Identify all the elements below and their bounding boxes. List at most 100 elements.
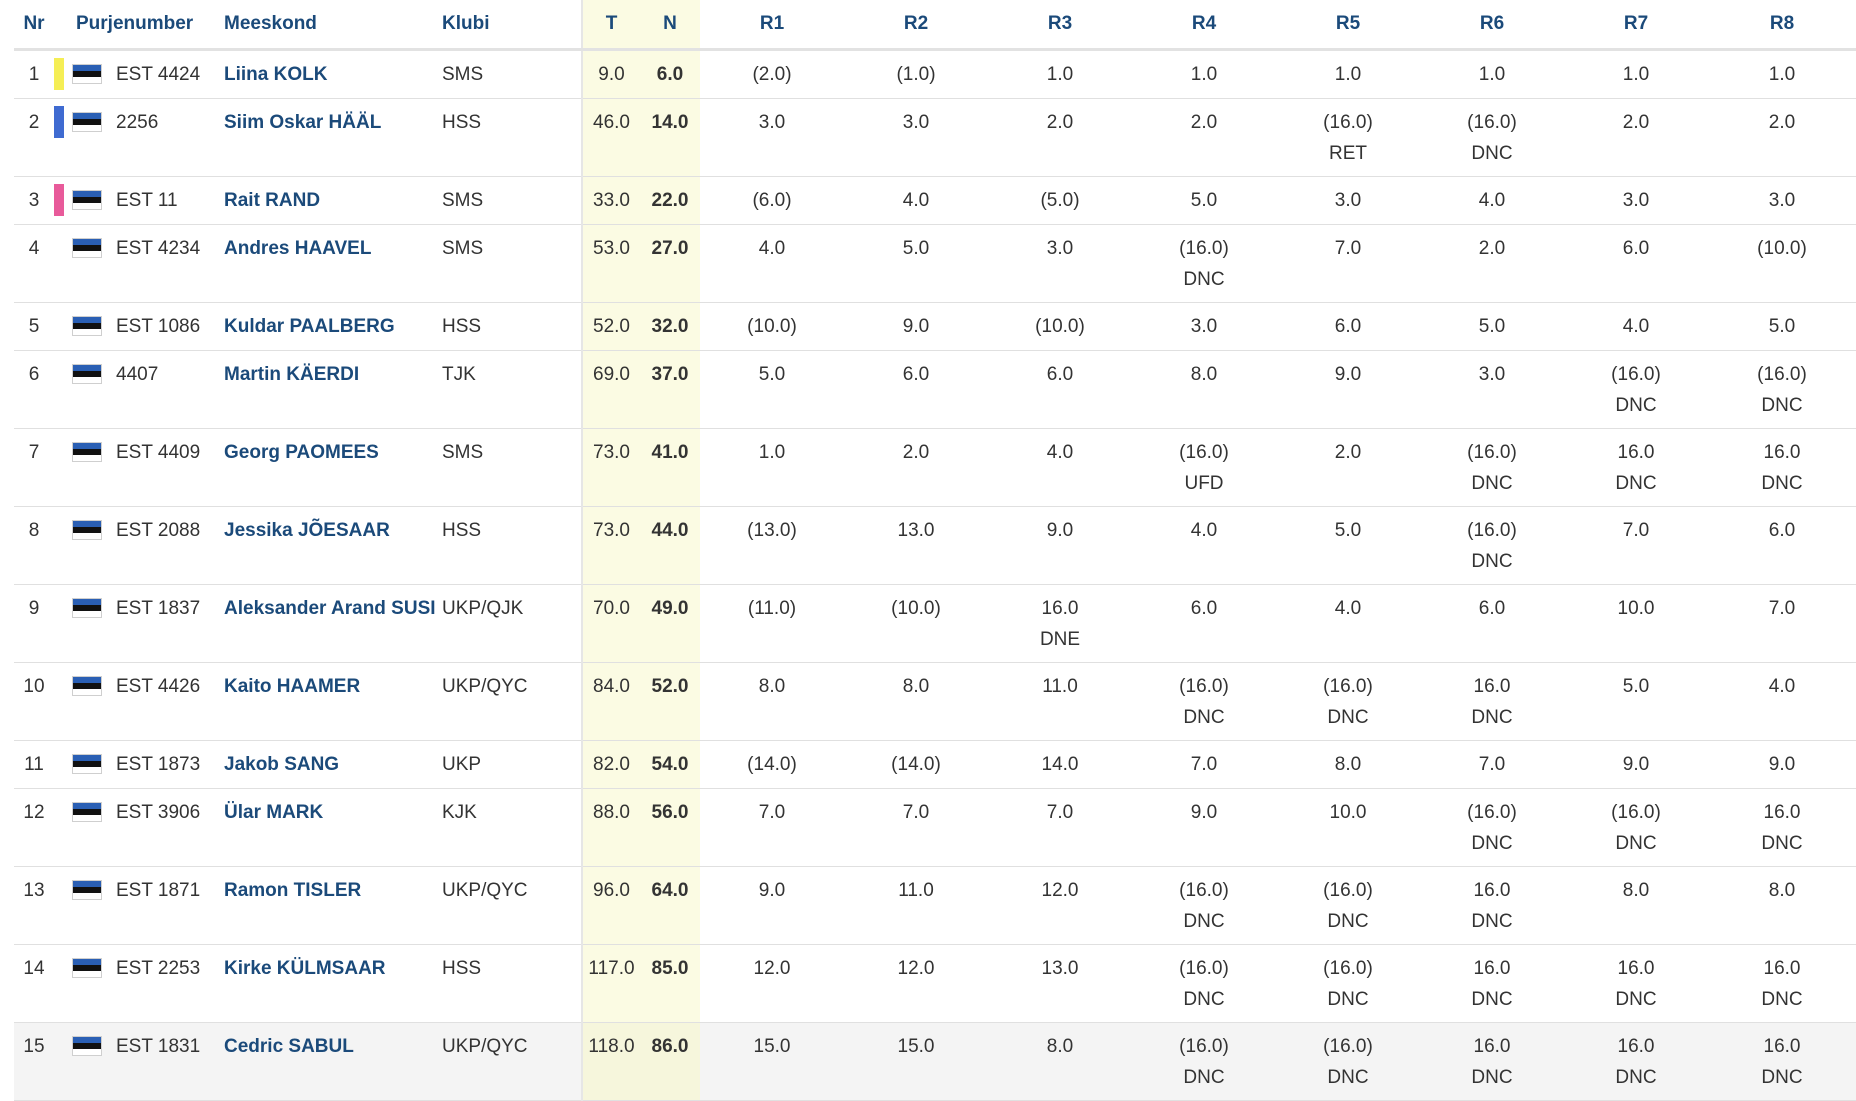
race-score: (16.0) bbox=[1179, 238, 1229, 259]
race-score: 7.0 bbox=[1478, 754, 1506, 775]
team-name-link[interactable]: Jessika JÕESAAR bbox=[224, 520, 390, 541]
team-name-link[interactable]: Siim Oskar HÄÄL bbox=[224, 112, 382, 133]
header-r6[interactable]: R6 bbox=[1420, 0, 1564, 51]
team-name-link[interactable]: Ramon TISLER bbox=[224, 880, 362, 901]
race-1-cell: 5.0 bbox=[700, 350, 844, 429]
race-score: 5.0 bbox=[1190, 190, 1218, 211]
table-row[interactable]: 4 EST 4234 Andres HAAVEL SMS 53.0 27.0 4.0 5.0 3… bbox=[14, 224, 1856, 303]
race-8-cell: 1.0 bbox=[1708, 49, 1856, 99]
team-cell: Kaito HAAMER bbox=[224, 662, 442, 741]
race-score: 7.0 bbox=[1046, 802, 1074, 823]
race-score: 4.0 bbox=[1190, 520, 1218, 541]
header-r8[interactable]: R8 bbox=[1708, 0, 1856, 51]
race-score: (16.0) bbox=[1467, 442, 1517, 463]
net-points: 27.0 bbox=[651, 238, 689, 259]
team-name-link[interactable]: Ülar MARK bbox=[224, 802, 324, 823]
estonia-flag-icon bbox=[72, 598, 102, 618]
team-name-link[interactable]: Aleksander Arand SUSI bbox=[224, 598, 436, 619]
race-score: 9.0 bbox=[1046, 520, 1074, 541]
race-score: 9.0 bbox=[1334, 364, 1362, 385]
medal-marker bbox=[54, 874, 64, 906]
header-r3[interactable]: R3 bbox=[988, 0, 1132, 51]
race-5-cell: 1.0 bbox=[1276, 49, 1420, 99]
sail-number: 4407 bbox=[116, 364, 159, 385]
race-score: 6.0 bbox=[1622, 238, 1650, 259]
club-name: SMS bbox=[442, 64, 484, 85]
estonia-flag-icon bbox=[72, 190, 102, 210]
estonia-flag-icon bbox=[72, 112, 102, 132]
total-cell: 9.0 bbox=[581, 49, 640, 99]
sail-number-cell: EST 3906 bbox=[54, 788, 224, 867]
team-name-link[interactable]: Georg PAOMEES bbox=[224, 442, 379, 463]
race-score: 5.0 bbox=[1622, 676, 1650, 697]
race-6-cell: 6.0 bbox=[1420, 584, 1564, 663]
race-score: 3.0 bbox=[1190, 316, 1218, 337]
table-row[interactable]: 9 EST 1837 Aleksander Arand SUSI UKP/QJK 70.… bbox=[14, 584, 1856, 663]
team-name-link[interactable]: Jakob SANG bbox=[224, 754, 340, 775]
header-net[interactable]: N bbox=[640, 0, 700, 51]
race-score: 5.0 bbox=[1478, 316, 1506, 337]
header-club[interactable]: Klubi bbox=[442, 0, 582, 51]
club-cell: SMS bbox=[442, 49, 582, 99]
race-7-cell: 3.0 bbox=[1564, 176, 1708, 225]
header-sail-number[interactable]: Purjenumber bbox=[54, 0, 224, 51]
table-row[interactable]: 7 EST 4409 Georg PAOMEES SMS 73.0 41.0 1.0 2.0 4… bbox=[14, 428, 1856, 507]
table-row[interactable]: 12 EST 3906 Ülar MARK KJK 88.0 56.0 7.0 7.0 7.0 9… bbox=[14, 788, 1856, 867]
table-row[interactable]: 1 EST 4424 Liina KOLK SMS 9.0 6.0 (2.0) (1.0) 1.… bbox=[14, 49, 1856, 99]
medal-marker bbox=[54, 232, 64, 264]
race-3-cell: (5.0) bbox=[988, 176, 1132, 225]
race-score: (2.0) bbox=[752, 64, 792, 85]
race-3-cell: 12.0 bbox=[988, 866, 1132, 945]
header-nr[interactable]: Nr bbox=[14, 0, 54, 51]
race-score: 16.0 bbox=[1473, 1036, 1511, 1057]
table-row[interactable]: 14 EST 2253 Kirke KÜLMSAAR HSS 117.0 85.0 12.0… bbox=[14, 944, 1856, 1023]
race-4-cell: (16.0) DNC bbox=[1132, 866, 1276, 945]
race-score: 9.0 bbox=[1190, 802, 1218, 823]
table-row[interactable]: 5 EST 1086 Kuldar PAALBERG HSS 52.0 32.0 (10.0… bbox=[14, 302, 1856, 351]
medal-marker bbox=[54, 358, 64, 390]
race-2-cell: (14.0) bbox=[844, 740, 988, 789]
race-code: DNC bbox=[1761, 989, 1803, 1010]
race-5-cell: 4.0 bbox=[1276, 584, 1420, 663]
header-r1[interactable]: R1 bbox=[700, 0, 844, 51]
race-6-cell: 16.0 DNC bbox=[1420, 944, 1564, 1023]
table-row[interactable]: 8 EST 2088 Jessika JÕESAAR HSS 73.0 44.0 (13.0… bbox=[14, 506, 1856, 585]
race-score: 10.0 bbox=[1329, 802, 1367, 823]
header-r4[interactable]: R4 bbox=[1132, 0, 1276, 51]
race-score: 6.0 bbox=[902, 364, 930, 385]
team-name-link[interactable]: Kirke KÜLMSAAR bbox=[224, 958, 386, 979]
header-team[interactable]: Meeskond bbox=[224, 0, 442, 51]
team-cell: Aleksander Arand SUSI bbox=[224, 584, 442, 663]
rank-cell: 5 bbox=[14, 302, 54, 351]
table-row[interactable]: 6 4407 Martin KÄERDI TJK 69.0 37.0 5.0 6.0 6.0 8.… bbox=[14, 350, 1856, 429]
team-name-link[interactable]: Liina KOLK bbox=[224, 64, 328, 85]
rank-number: 11 bbox=[24, 754, 44, 775]
sail-number-cell: 2256 bbox=[54, 98, 224, 177]
race-code: DNC bbox=[1183, 989, 1225, 1010]
race-score: 16.0 bbox=[1763, 442, 1801, 463]
rank-cell: 2 bbox=[14, 98, 54, 177]
net-cell: 49.0 bbox=[640, 584, 700, 663]
header-total[interactable]: T bbox=[581, 0, 640, 51]
table-row[interactable]: 15 EST 1831 Cedric SABUL UKP/QYC 118.0 86.0 15… bbox=[14, 1022, 1856, 1101]
table-row[interactable]: 10 EST 4426 Kaito HAAMER UKP/QYC 84.0 52.0 8.0… bbox=[14, 662, 1856, 741]
table-row[interactable]: 11 EST 1873 Jakob SANG UKP 82.0 54.0 (14.0) (14… bbox=[14, 740, 1856, 789]
net-points: 14.0 bbox=[651, 112, 689, 133]
net-cell: 85.0 bbox=[640, 944, 700, 1023]
race-2-cell: 15.0 bbox=[844, 1022, 988, 1101]
team-name-link[interactable]: Martin KÄERDI bbox=[224, 364, 360, 385]
team-name-link[interactable]: Rait RAND bbox=[224, 190, 321, 211]
header-r5[interactable]: R5 bbox=[1276, 0, 1420, 51]
team-name-link[interactable]: Kaito HAAMER bbox=[224, 676, 361, 697]
rank-cell: 1 bbox=[14, 49, 54, 99]
team-name-link[interactable]: Kuldar PAALBERG bbox=[224, 316, 395, 337]
table-row[interactable]: 13 EST 1871 Ramon TISLER UKP/QYC 96.0 64.0 9.0… bbox=[14, 866, 1856, 945]
table-row[interactable]: 3 EST 11 Rait RAND SMS 33.0 22.0 (6.0) 4.0 (5.0)… bbox=[14, 176, 1856, 225]
table-row[interactable]: 2 2256 Siim Oskar HÄÄL HSS 46.0 14.0 3.0 3.0 2.0… bbox=[14, 98, 1856, 177]
header-r7[interactable]: R7 bbox=[1564, 0, 1708, 51]
sail-number-cell: EST 4234 bbox=[54, 224, 224, 303]
header-r2[interactable]: R2 bbox=[844, 0, 988, 51]
team-name-link[interactable]: Andres HAAVEL bbox=[224, 238, 372, 259]
team-name-link[interactable]: Cedric SABUL bbox=[224, 1036, 354, 1057]
race-code: DNC bbox=[1327, 1067, 1369, 1088]
